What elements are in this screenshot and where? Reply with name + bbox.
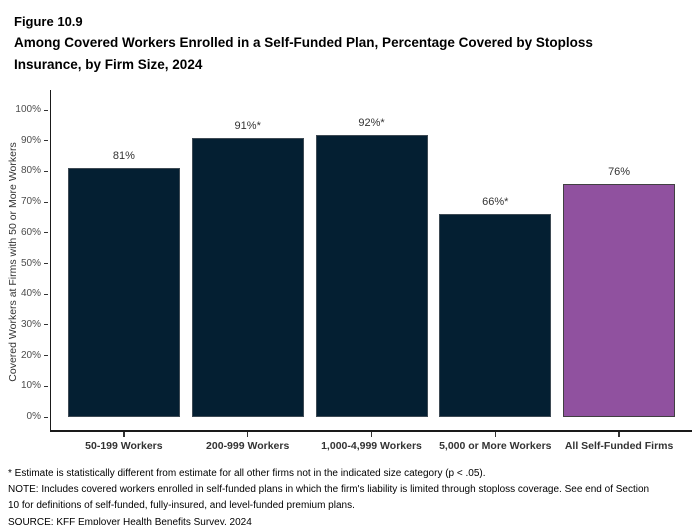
y-tick-mark: [44, 385, 48, 387]
x-axis-label: 200-999 Workers: [206, 440, 290, 452]
y-tick-label: 80%: [20, 165, 41, 177]
footnote-source: SOURCE: KFF Employer Health Benefits Sur…: [8, 516, 252, 525]
figure-title: Among Covered Workers Enrolled in a Self…: [14, 35, 593, 72]
y-tick-label: 60%: [20, 226, 41, 238]
footnote-note-2: 10 for definitions of self-funded, fully…: [8, 500, 355, 512]
bar-value-label: 92%*: [358, 116, 385, 129]
footnote-significance: * Estimate is statistically different fr…: [8, 468, 486, 479]
y-tick-label: 20%: [20, 349, 41, 361]
bar: [315, 134, 428, 417]
bar-value-label: 76%: [608, 165, 631, 178]
y-tick-mark: [44, 263, 48, 264]
y-tick-label: 40%: [20, 288, 41, 300]
bar: [563, 183, 676, 417]
y-tick-label: 70%: [20, 196, 41, 208]
y-tick-mark: [44, 416, 48, 418]
y-tick-label: 50%: [20, 257, 41, 269]
x-tick-mark: [370, 432, 373, 437]
y-tick-label: 90%: [20, 134, 41, 146]
y-tick-label: 10%: [20, 380, 41, 392]
bar: [191, 137, 304, 417]
y-tick-mark: [44, 109, 48, 111]
x-tick-mark: [246, 432, 249, 437]
footnote-note-1: NOTE: Includes covered workers enrolled …: [8, 484, 650, 496]
y-tick-mark: [44, 232, 48, 234]
footnotes: * Estimate is statistically different fr…: [8, 466, 696, 525]
y-tick-mark: [44, 355, 48, 357]
y-tick-mark: [44, 170, 48, 172]
bar: [439, 214, 552, 417]
y-tick-label: 30%: [20, 318, 41, 330]
bar: [67, 168, 180, 417]
plot-panel: 0% 10% 20% 30% 40% 50% 60% 70% 80% 90% 100% 81% 50-1…: [15, 90, 692, 452]
x-axis-label: 1,000-4,999 Workers: [321, 440, 422, 452]
x-tick-mark: [494, 432, 497, 437]
figure-label: Figure 10.9: [14, 14, 83, 29]
y-tick-mark: [44, 201, 48, 203]
x-tick-mark: [123, 432, 125, 437]
y-tick-label: 0%: [26, 411, 41, 422]
x-axis-label: All Self-Funded Firms: [564, 440, 674, 452]
x-axis-label: 50-199 Workers: [85, 440, 163, 452]
x-axis-label: 5,000 or More Workers: [439, 440, 552, 452]
bar-value-label: 81%: [112, 150, 135, 163]
y-tick-mark: [44, 140, 48, 142]
bar-value-label: 66%*: [482, 196, 509, 209]
x-tick-mark: [618, 432, 620, 437]
y-tick-mark: [44, 324, 48, 326]
bar-value-label: 91%*: [234, 119, 261, 132]
figure-header: Figure 10.9 Among Covered Workers Enroll…: [14, 12, 664, 76]
y-tick-label: 100%: [15, 104, 41, 115]
y-tick-mark: [44, 293, 48, 295]
